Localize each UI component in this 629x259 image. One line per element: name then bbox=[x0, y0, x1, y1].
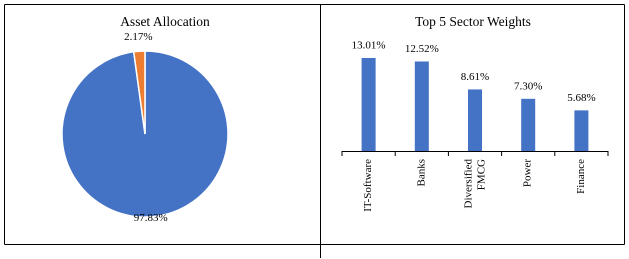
x-tick-label: Banks bbox=[415, 159, 427, 187]
data-label: 7.30% bbox=[514, 80, 542, 92]
chart-title: Top 5 Sector Weights bbox=[415, 14, 531, 29]
bar bbox=[574, 110, 589, 151]
x-tick-label-line: Diversified bbox=[462, 159, 474, 209]
bar bbox=[468, 89, 482, 151]
pie-slice bbox=[132, 50, 146, 135]
data-label: 8.61% bbox=[461, 71, 489, 83]
bar bbox=[521, 98, 536, 151]
x-tick-label: Power bbox=[522, 159, 534, 187]
frame bbox=[4, 4, 625, 258]
x-tick-label: IT-Software bbox=[362, 159, 374, 212]
chart-title: Asset Allocation bbox=[120, 14, 210, 29]
x-tick-label-line: FMCG bbox=[475, 159, 487, 190]
x-tick-label: Finance bbox=[575, 159, 587, 194]
bar bbox=[414, 61, 429, 152]
data-label: 97.83% bbox=[134, 212, 168, 224]
data-label: 12.52% bbox=[405, 43, 439, 55]
data-label: 5.68% bbox=[567, 92, 595, 104]
data-label: 2.17% bbox=[124, 31, 152, 43]
data-label: 13.01% bbox=[352, 40, 386, 52]
x-tick-label: DiversifiedFMCG bbox=[462, 159, 487, 209]
bar bbox=[361, 57, 376, 151]
